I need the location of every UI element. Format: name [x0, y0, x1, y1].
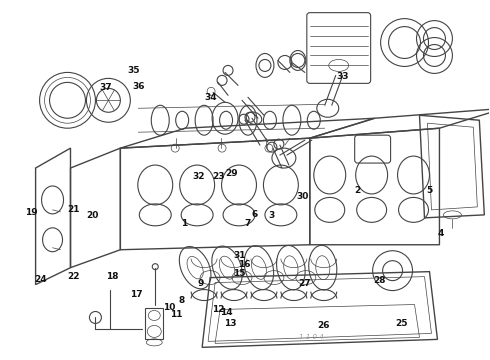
Text: 1 1 0 4: 1 1 0 4 — [299, 334, 324, 341]
Text: 37: 37 — [99, 83, 112, 92]
Text: 5: 5 — [427, 186, 433, 195]
Text: 28: 28 — [373, 276, 386, 285]
Text: 17: 17 — [130, 290, 143, 299]
Text: 32: 32 — [193, 172, 205, 181]
Text: 13: 13 — [224, 319, 237, 328]
Text: 3: 3 — [269, 211, 275, 220]
Text: 19: 19 — [24, 208, 37, 217]
Text: 11: 11 — [171, 310, 183, 319]
Text: 23: 23 — [212, 172, 224, 181]
Text: 26: 26 — [317, 321, 329, 330]
Text: 15: 15 — [233, 269, 245, 278]
Text: 8: 8 — [178, 296, 185, 305]
Text: 20: 20 — [86, 211, 99, 220]
Text: 16: 16 — [238, 260, 250, 269]
Text: 27: 27 — [298, 279, 311, 288]
Text: 36: 36 — [132, 82, 145, 91]
Text: 4: 4 — [437, 229, 443, 238]
Text: 12: 12 — [212, 305, 224, 314]
Text: 34: 34 — [204, 93, 217, 102]
Text: 33: 33 — [337, 72, 349, 81]
Text: 29: 29 — [225, 169, 238, 178]
Text: 6: 6 — [252, 210, 258, 219]
Text: 30: 30 — [296, 192, 309, 201]
Text: 18: 18 — [106, 272, 119, 281]
Text: 22: 22 — [67, 272, 79, 281]
Text: 9: 9 — [198, 279, 204, 288]
Text: 25: 25 — [395, 319, 408, 328]
Text: 35: 35 — [127, 66, 140, 75]
Text: 1: 1 — [181, 219, 187, 228]
Text: 7: 7 — [244, 219, 250, 228]
Text: 24: 24 — [34, 275, 47, 284]
Text: 14: 14 — [220, 308, 233, 317]
Text: 10: 10 — [163, 303, 175, 312]
Text: 21: 21 — [67, 205, 79, 214]
Text: 31: 31 — [234, 251, 246, 260]
Text: 2: 2 — [354, 186, 361, 195]
